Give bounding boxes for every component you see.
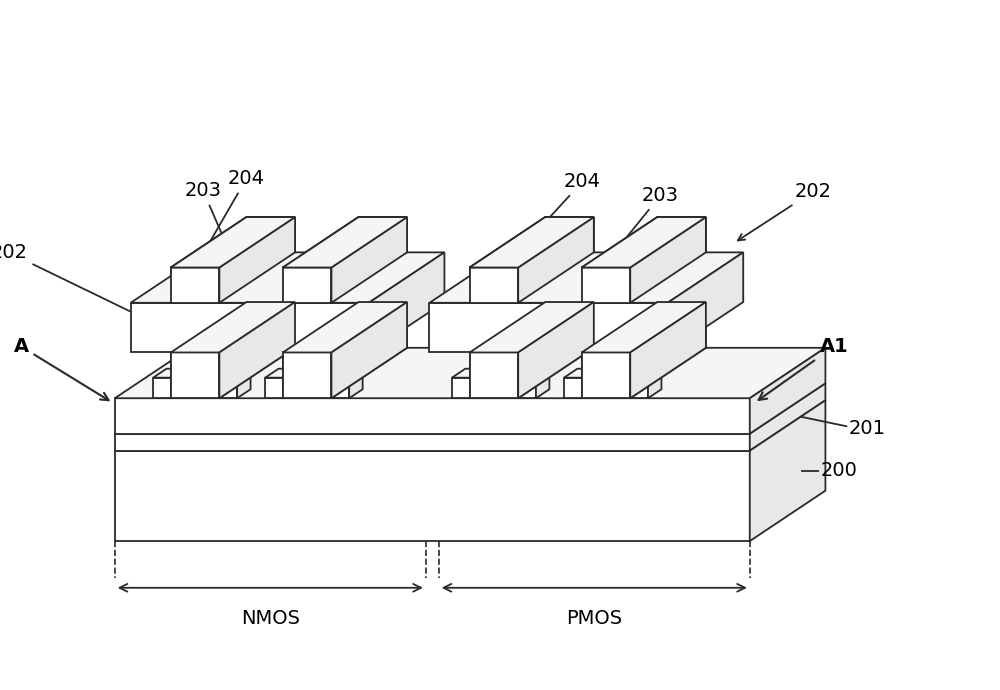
Polygon shape xyxy=(171,217,295,268)
Polygon shape xyxy=(518,217,594,398)
Polygon shape xyxy=(171,268,219,303)
Polygon shape xyxy=(171,217,295,268)
Polygon shape xyxy=(283,217,407,268)
Polygon shape xyxy=(470,268,518,303)
Polygon shape xyxy=(115,383,825,434)
Polygon shape xyxy=(750,400,825,541)
Polygon shape xyxy=(115,400,825,451)
Text: 200: 200 xyxy=(820,461,857,480)
Polygon shape xyxy=(349,368,363,398)
Polygon shape xyxy=(219,217,295,303)
Polygon shape xyxy=(237,368,251,398)
Polygon shape xyxy=(283,268,331,303)
Polygon shape xyxy=(630,217,706,303)
Polygon shape xyxy=(115,348,825,398)
Text: 201: 201 xyxy=(848,419,885,437)
Polygon shape xyxy=(265,368,363,377)
Text: 204: 204 xyxy=(511,172,601,259)
Text: 202: 202 xyxy=(738,182,832,240)
Polygon shape xyxy=(331,217,407,398)
Polygon shape xyxy=(582,217,706,268)
Polygon shape xyxy=(518,302,594,398)
Text: A: A xyxy=(14,337,109,400)
Polygon shape xyxy=(429,303,668,353)
Polygon shape xyxy=(283,217,407,268)
Polygon shape xyxy=(582,268,630,303)
Polygon shape xyxy=(283,353,331,398)
Polygon shape xyxy=(265,377,349,398)
Polygon shape xyxy=(452,368,549,377)
Polygon shape xyxy=(153,368,251,377)
Polygon shape xyxy=(536,368,549,398)
Polygon shape xyxy=(219,302,295,398)
Polygon shape xyxy=(470,217,594,268)
Polygon shape xyxy=(452,377,536,398)
Polygon shape xyxy=(131,253,444,303)
Text: 204: 204 xyxy=(198,169,265,264)
Polygon shape xyxy=(470,217,594,268)
Polygon shape xyxy=(283,217,407,268)
Polygon shape xyxy=(648,368,661,398)
Polygon shape xyxy=(470,268,518,398)
Polygon shape xyxy=(131,303,369,353)
Text: 202: 202 xyxy=(0,244,150,321)
Polygon shape xyxy=(518,217,594,303)
Polygon shape xyxy=(564,368,661,377)
Text: PMOS: PMOS xyxy=(566,609,622,628)
Polygon shape xyxy=(219,217,295,398)
Polygon shape xyxy=(115,398,750,434)
Polygon shape xyxy=(115,434,750,451)
Polygon shape xyxy=(331,302,407,398)
Polygon shape xyxy=(171,217,295,268)
Text: A1: A1 xyxy=(759,337,848,400)
Polygon shape xyxy=(171,302,295,353)
Polygon shape xyxy=(750,348,825,434)
Polygon shape xyxy=(283,268,331,398)
Text: 203: 203 xyxy=(584,186,679,290)
Polygon shape xyxy=(470,353,518,398)
Polygon shape xyxy=(582,217,706,268)
Polygon shape xyxy=(582,302,706,353)
Polygon shape xyxy=(331,217,407,303)
Polygon shape xyxy=(668,253,743,353)
Polygon shape xyxy=(750,383,825,451)
Polygon shape xyxy=(369,253,444,353)
Polygon shape xyxy=(582,353,630,398)
Polygon shape xyxy=(564,377,648,398)
Polygon shape xyxy=(630,302,706,398)
Polygon shape xyxy=(171,268,219,398)
Polygon shape xyxy=(115,451,750,541)
Polygon shape xyxy=(283,302,407,353)
Text: 203: 203 xyxy=(185,181,248,294)
Text: NMOS: NMOS xyxy=(241,609,300,628)
Polygon shape xyxy=(630,217,706,398)
Polygon shape xyxy=(153,377,237,398)
Polygon shape xyxy=(470,217,594,268)
Polygon shape xyxy=(470,302,594,353)
Polygon shape xyxy=(582,268,630,398)
Polygon shape xyxy=(171,353,219,398)
Polygon shape xyxy=(429,253,743,303)
Polygon shape xyxy=(582,217,706,268)
